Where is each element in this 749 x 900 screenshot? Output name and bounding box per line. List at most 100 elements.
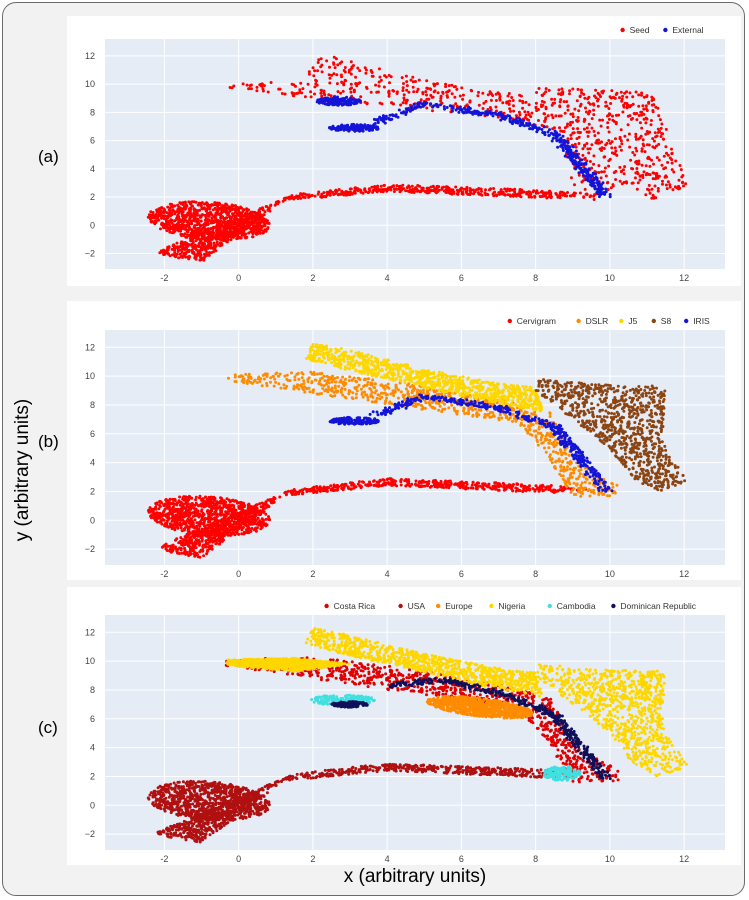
data-point — [354, 125, 358, 129]
data-point — [537, 108, 540, 111]
data-point — [618, 137, 622, 141]
data-point — [205, 251, 209, 254]
data-point — [511, 194, 515, 198]
data-point — [588, 147, 592, 151]
data-point — [590, 117, 594, 121]
data-point — [607, 117, 611, 121]
data-point — [262, 84, 266, 88]
data-point — [498, 98, 502, 102]
data-point — [603, 191, 607, 195]
data-point — [337, 188, 341, 191]
data-point — [591, 171, 595, 175]
data-point — [277, 87, 281, 91]
data-point — [177, 245, 181, 249]
data-point — [576, 164, 580, 168]
data-point — [571, 112, 575, 116]
data-point — [648, 191, 652, 195]
data-point — [631, 151, 635, 154]
data-point — [264, 512, 268, 516]
data-point — [660, 163, 664, 167]
data-point — [359, 189, 363, 193]
data-point — [294, 84, 297, 88]
data-point — [248, 87, 251, 91]
data-point — [339, 192, 343, 196]
data-point — [253, 219, 257, 223]
data-point — [179, 507, 182, 511]
data-point — [242, 226, 246, 230]
data-point — [168, 202, 172, 206]
data-point — [257, 216, 261, 220]
data-point — [662, 154, 666, 158]
data-point — [211, 501, 215, 505]
data-point — [222, 501, 225, 505]
data-point — [328, 65, 331, 69]
data-point — [179, 500, 182, 504]
data-point — [458, 105, 462, 109]
data-point — [411, 75, 415, 79]
data-point — [306, 82, 310, 86]
data-point — [522, 118, 526, 122]
data-point — [242, 228, 246, 232]
data-point — [194, 246, 197, 250]
data-point — [182, 497, 186, 501]
data-point — [406, 107, 410, 111]
data-point — [160, 222, 163, 226]
data-point — [335, 73, 339, 77]
data-point — [544, 105, 548, 109]
data-point — [259, 228, 263, 232]
data-point — [208, 497, 212, 501]
data-point — [439, 94, 443, 98]
data-point — [298, 88, 302, 92]
data-point — [184, 251, 187, 255]
data-point — [160, 514, 164, 518]
data-point — [190, 228, 194, 232]
data-point — [431, 109, 434, 113]
data-point — [678, 164, 682, 167]
data-point — [339, 124, 343, 128]
data-point — [620, 142, 624, 146]
data-point — [568, 92, 571, 96]
data-point — [566, 144, 569, 148]
data-point — [354, 129, 358, 132]
data-point — [555, 193, 559, 197]
data-point — [187, 510, 191, 514]
data-point — [209, 211, 213, 214]
data-point — [153, 222, 157, 226]
data-point — [501, 101, 505, 105]
data-point — [642, 107, 646, 111]
panel-a: -2 0 2 4 6 8 10 12 −2 0 2 4 6 8 10 12 External Seed — [67, 16, 741, 286]
data-point — [400, 188, 404, 191]
data-point — [342, 69, 346, 72]
data-point — [590, 143, 594, 147]
data-point — [571, 152, 575, 155]
data-point — [576, 127, 580, 131]
data-point — [176, 248, 180, 252]
data-point — [649, 123, 653, 127]
data-point — [577, 142, 581, 145]
data-point — [344, 79, 348, 83]
data-point — [561, 92, 565, 96]
data-point — [341, 89, 345, 93]
data-point — [512, 104, 515, 108]
data-point — [215, 541, 219, 545]
data-point — [558, 105, 562, 109]
data-point — [635, 159, 638, 163]
data-point — [647, 143, 651, 147]
data-point — [405, 84, 409, 88]
data-point — [253, 211, 257, 214]
data-point — [390, 117, 394, 121]
data-point — [408, 109, 412, 113]
data-point — [329, 94, 333, 98]
data-point — [535, 190, 538, 194]
data-point — [212, 241, 216, 245]
data-point — [650, 187, 654, 191]
data-point — [218, 206, 222, 210]
data-point — [651, 193, 655, 197]
data-point — [594, 172, 598, 176]
data-point — [584, 167, 587, 171]
data-point — [544, 87, 548, 91]
data-point — [591, 102, 595, 106]
data-point — [612, 119, 616, 123]
data-point — [637, 137, 641, 141]
data-point — [184, 540, 188, 544]
